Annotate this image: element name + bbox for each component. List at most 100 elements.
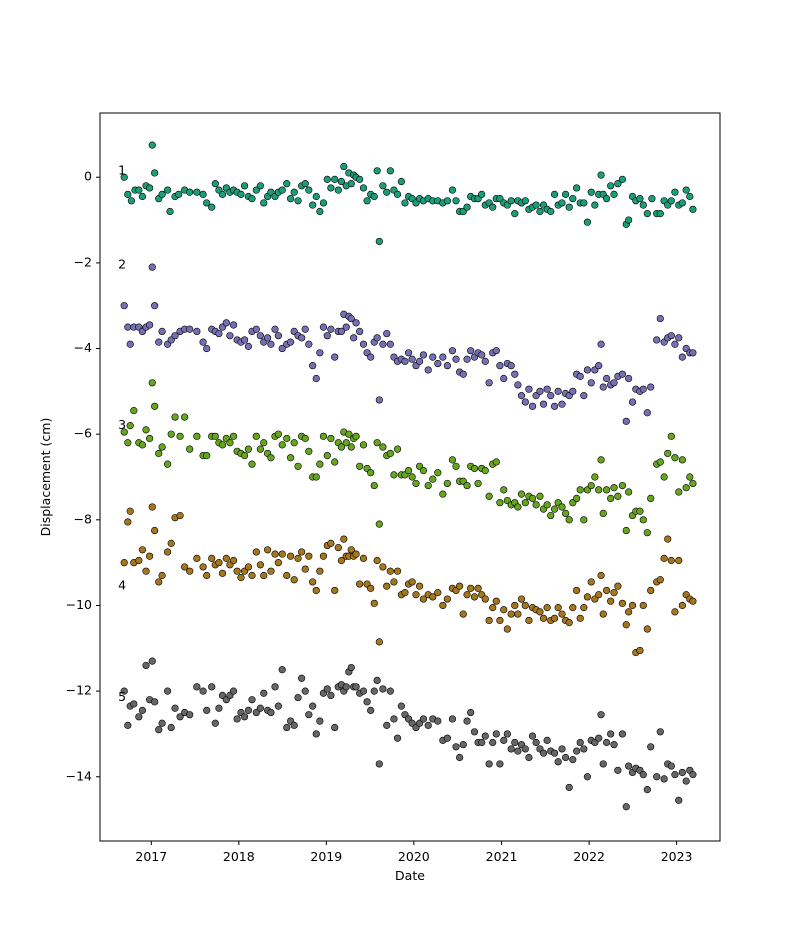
data-point bbox=[485, 379, 493, 387]
data-point bbox=[319, 432, 328, 440]
data-point bbox=[573, 586, 581, 595]
data-point bbox=[456, 582, 464, 590]
data-point bbox=[503, 730, 511, 738]
data-point bbox=[448, 715, 457, 723]
data-point bbox=[517, 595, 526, 603]
data-point bbox=[643, 786, 651, 794]
data-point bbox=[481, 466, 489, 475]
data-point bbox=[199, 190, 207, 198]
data-point bbox=[274, 559, 282, 567]
data-point bbox=[267, 708, 275, 717]
data-point bbox=[561, 509, 570, 518]
data-point bbox=[327, 691, 335, 700]
data-point bbox=[278, 666, 286, 674]
data-point bbox=[164, 687, 172, 695]
data-point bbox=[459, 370, 467, 378]
data-point bbox=[383, 329, 391, 338]
data-point bbox=[439, 353, 447, 361]
data-point bbox=[514, 381, 522, 389]
data-point bbox=[573, 494, 581, 503]
data-point bbox=[155, 726, 163, 734]
data-point bbox=[171, 704, 179, 712]
data-point bbox=[316, 567, 324, 575]
data-point bbox=[193, 554, 201, 562]
data-point bbox=[352, 319, 360, 327]
data-point bbox=[599, 509, 607, 518]
data-point bbox=[689, 771, 697, 779]
data-point bbox=[678, 601, 686, 610]
data-point bbox=[256, 182, 264, 190]
data-point bbox=[263, 546, 272, 554]
data-point bbox=[342, 439, 350, 447]
data-point bbox=[211, 719, 219, 727]
data-point bbox=[639, 516, 647, 524]
data-point bbox=[607, 597, 615, 605]
data-point bbox=[373, 556, 381, 565]
data-point bbox=[340, 162, 348, 171]
data-point bbox=[356, 462, 364, 470]
data-point bbox=[126, 422, 134, 430]
data-point bbox=[138, 192, 147, 201]
data-point bbox=[643, 210, 651, 218]
data-point bbox=[401, 357, 409, 365]
series-1 bbox=[120, 141, 697, 246]
data-point bbox=[146, 184, 154, 192]
data-point bbox=[404, 349, 413, 357]
data-point bbox=[373, 439, 381, 447]
data-point bbox=[525, 385, 533, 393]
x-axis-ticks: 2017 2018 2019 2020 2021 2022 2023 bbox=[135, 841, 693, 864]
data-point bbox=[576, 614, 584, 622]
data-point bbox=[580, 199, 588, 207]
data-point bbox=[340, 535, 348, 543]
data-point bbox=[587, 481, 595, 490]
data-point bbox=[689, 479, 697, 488]
data-point bbox=[463, 355, 471, 363]
data-point bbox=[244, 706, 253, 714]
data-point bbox=[155, 449, 163, 458]
data-point bbox=[550, 749, 559, 757]
data-point bbox=[599, 610, 607, 618]
y-tick-label: −12 bbox=[66, 683, 92, 698]
data-point bbox=[528, 732, 537, 740]
data-point bbox=[166, 207, 174, 216]
data-point bbox=[678, 353, 686, 361]
data-point bbox=[419, 595, 428, 603]
data-point bbox=[459, 610, 467, 618]
data-point bbox=[404, 466, 413, 475]
data-point bbox=[599, 383, 607, 391]
data-point bbox=[267, 340, 275, 348]
data-point bbox=[507, 362, 515, 370]
y-tick-label: −6 bbox=[74, 426, 92, 441]
data-point bbox=[379, 685, 387, 693]
data-point bbox=[525, 753, 533, 762]
data-point bbox=[408, 355, 416, 363]
data-point bbox=[379, 182, 387, 190]
data-point bbox=[467, 708, 475, 717]
data-point bbox=[587, 379, 595, 387]
data-point bbox=[203, 451, 211, 460]
data-point bbox=[120, 687, 128, 695]
data-point bbox=[667, 762, 675, 770]
data-point bbox=[678, 768, 686, 777]
data-point bbox=[151, 698, 159, 706]
data-point bbox=[309, 578, 317, 586]
data-point bbox=[448, 347, 457, 355]
data-point bbox=[126, 507, 134, 515]
data-point bbox=[424, 366, 432, 374]
data-point bbox=[305, 711, 313, 719]
data-point bbox=[342, 683, 350, 691]
data-point bbox=[496, 362, 504, 370]
data-point bbox=[186, 325, 194, 333]
data-point bbox=[565, 618, 573, 627]
data-point bbox=[636, 507, 644, 515]
data-point bbox=[496, 499, 504, 507]
data-point bbox=[331, 353, 339, 361]
data-point bbox=[347, 314, 355, 323]
data-point bbox=[151, 402, 159, 410]
data-point bbox=[496, 616, 504, 625]
data-point bbox=[489, 203, 497, 211]
data-point bbox=[653, 336, 661, 344]
data-point bbox=[550, 614, 559, 622]
data-point bbox=[647, 494, 655, 503]
data-point bbox=[424, 721, 432, 729]
